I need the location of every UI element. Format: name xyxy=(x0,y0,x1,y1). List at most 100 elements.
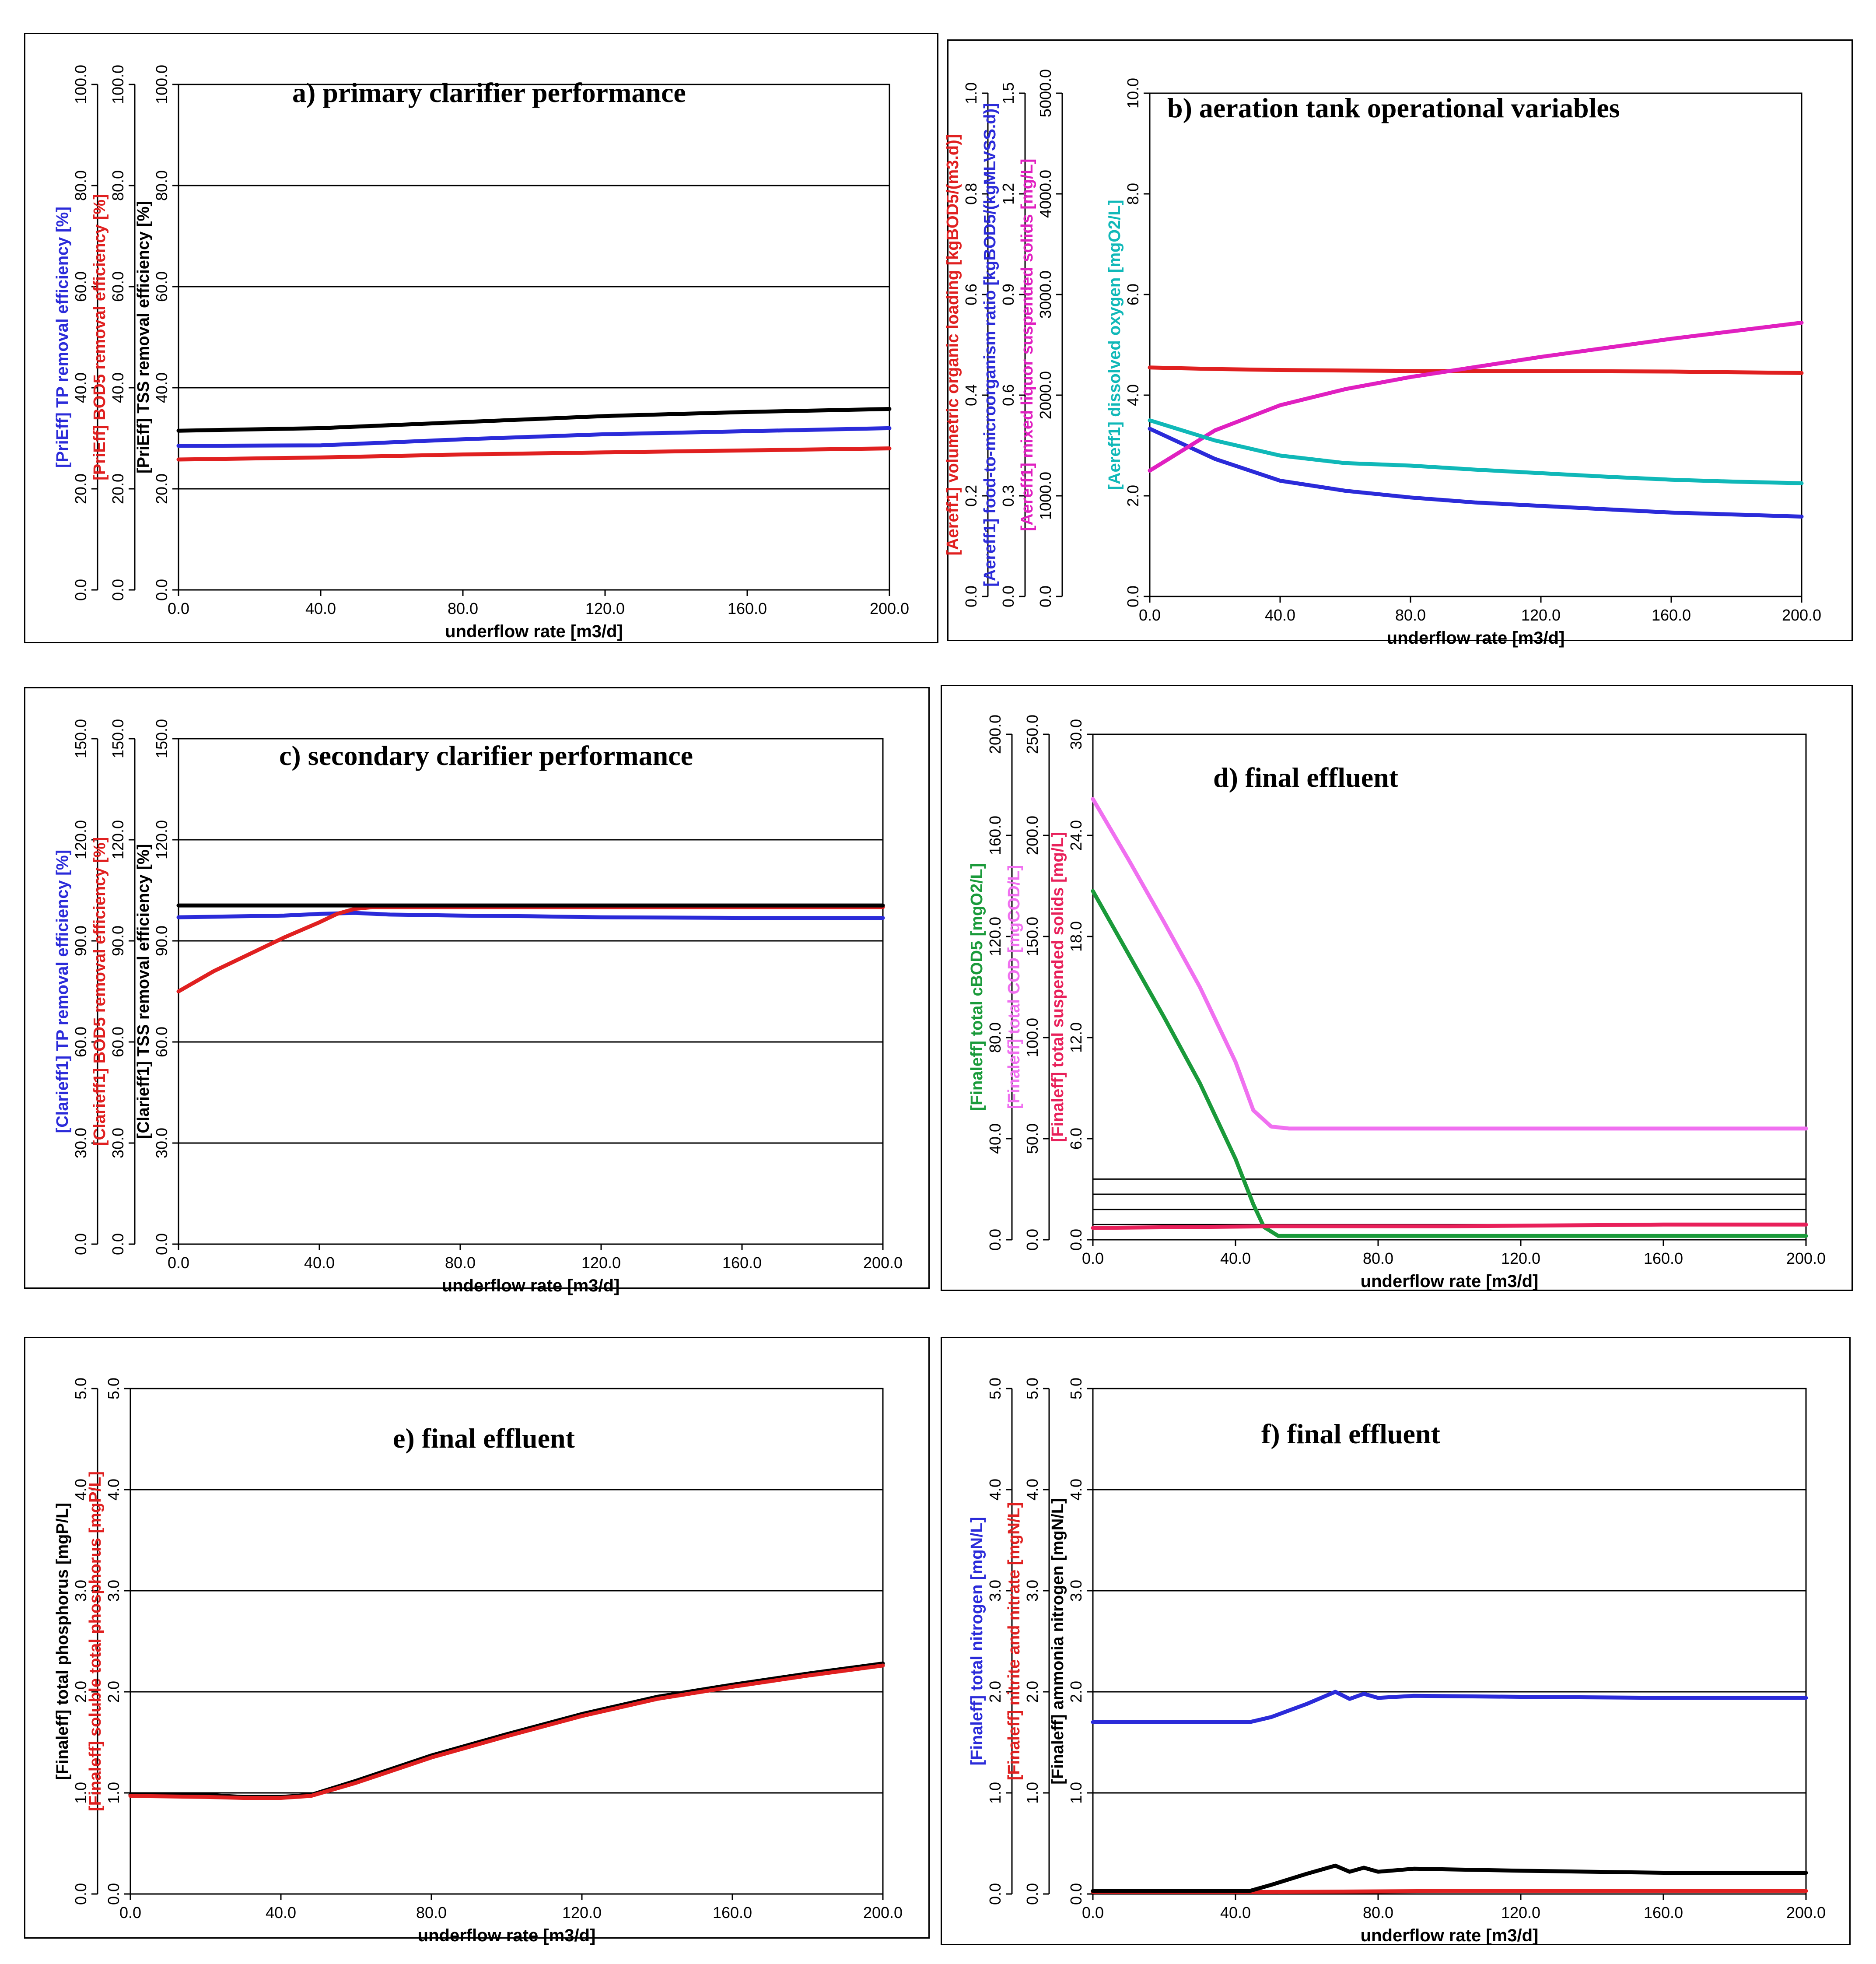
y-tick-label: 60.0 xyxy=(72,271,90,302)
chart-panel-d: 0.0 40.0 80.0 120.0 160.0 200.0 underflow rate… xyxy=(941,685,1853,1291)
data-point xyxy=(430,1756,433,1759)
chart-panel-b: 0.0 40.0 80.0 120.0 160.0 200.0 underflow rate… xyxy=(944,39,1853,648)
data-point xyxy=(1214,439,1216,442)
data-point xyxy=(1092,1890,1094,1893)
data-point xyxy=(1409,375,1412,379)
data-point xyxy=(1800,515,1803,518)
x-tick-label: 0.0 xyxy=(168,600,189,617)
y-tick-label: 1000.0 xyxy=(1036,472,1054,520)
y-tick-label: 60.0 xyxy=(153,1027,171,1057)
data-point xyxy=(1377,1696,1379,1699)
data-point xyxy=(1214,368,1216,371)
x-axis-label: underflow rate [m3/d] xyxy=(445,622,623,641)
data-point xyxy=(283,936,286,939)
chart-panel-f: 0.0 40.0 80.0 120.0 160.0 200.0 underflow rate… xyxy=(941,1337,1851,1945)
x-tick-label: 0.0 xyxy=(1082,1249,1104,1267)
x-tick-label: 0.0 xyxy=(1139,606,1161,624)
data-point xyxy=(1148,419,1151,422)
series-line-3 xyxy=(1091,1863,1808,1893)
y-tick-label: 0.0 xyxy=(72,579,90,601)
x-tick-label: 80.0 xyxy=(1395,606,1426,624)
y-tick-label: 1.0 xyxy=(986,1782,1004,1804)
x-tick-label: 160.0 xyxy=(1652,606,1691,624)
data-point xyxy=(1540,472,1542,475)
chart-svg-a: 0.0 40.0 80.0 120.0 160.0 200.0 underflow rate… xyxy=(53,65,909,641)
data-point xyxy=(1127,953,1130,956)
x-tick-label: 120.0 xyxy=(562,1904,602,1922)
y-tick-label: 5.0 xyxy=(986,1378,1004,1399)
y-tick-label: 3000.0 xyxy=(1036,270,1054,319)
y-tick-label: 90.0 xyxy=(109,926,127,956)
y-tick-label: 20.0 xyxy=(109,473,127,504)
x-tick-label: 200.0 xyxy=(1782,606,1821,624)
data-point xyxy=(1362,1866,1365,1869)
y-axis-label: [Finaleff] total COD [mgCOD/L] xyxy=(1005,865,1023,1109)
data-point xyxy=(888,407,891,410)
data-point xyxy=(177,429,180,432)
data-point xyxy=(1626,1890,1629,1893)
y-tick-label: 0.0 xyxy=(986,1229,1004,1251)
y-axis-label: [PriEff] TP removal efficiency [%] xyxy=(53,207,72,468)
y-tick-label: 1.5 xyxy=(999,82,1017,104)
data-point xyxy=(319,444,322,447)
y-tick-label: 6.0 xyxy=(1124,284,1142,305)
x-tick-label: 80.0 xyxy=(416,1904,447,1922)
data-point xyxy=(1279,404,1281,407)
data-point xyxy=(1800,372,1803,375)
y-tick-label: 0.0 xyxy=(1023,1883,1041,1905)
data-point xyxy=(1148,427,1151,430)
data-point xyxy=(604,433,606,436)
y-tick-label: 2.0 xyxy=(986,1681,1004,1703)
data-point xyxy=(1163,1016,1166,1019)
data-point xyxy=(353,907,356,910)
series-line-3 xyxy=(176,407,892,433)
y-tick-label: 150.0 xyxy=(153,719,171,758)
y-tick-label: 100.0 xyxy=(153,65,171,104)
plot-area xyxy=(1149,92,1802,597)
y-tick-label: 0.0 xyxy=(72,1233,90,1255)
y-tick-label: 0.3 xyxy=(999,485,1017,507)
chart-title: d) final effluent xyxy=(1213,762,1399,793)
y-axis-label: [Aereff1] mixed liquor suspended solids … xyxy=(1018,159,1036,531)
plot-area xyxy=(178,84,890,591)
data-point xyxy=(309,1794,312,1797)
x-axis-label: underflow rate [m3/d] xyxy=(1361,1272,1539,1291)
chart-title: a) primary clarifier performance xyxy=(292,77,686,108)
data-point xyxy=(1334,1864,1337,1867)
y-tick-label: 2.0 xyxy=(1067,1681,1085,1703)
y-axis-label: [Finaleff] nitrite and nitrate [mgN/L] xyxy=(1005,1502,1023,1780)
data-point xyxy=(1344,489,1347,492)
data-point xyxy=(1252,1109,1255,1112)
data-point xyxy=(177,990,180,993)
data-point xyxy=(882,916,884,919)
data-point xyxy=(656,1697,658,1701)
y-tick-label: 0.0 xyxy=(153,1233,171,1255)
y-axis-label: [Aereff1] food-to-microorganism ratio [k… xyxy=(981,103,999,587)
y-tick-label: 2.0 xyxy=(1023,1681,1041,1703)
data-point xyxy=(1448,1225,1451,1228)
data-point xyxy=(1092,1721,1094,1724)
series-line-2 xyxy=(1091,797,1808,1131)
x-tick-label: 120.0 xyxy=(585,600,625,617)
data-point xyxy=(1288,1127,1291,1130)
y-tick-label: 0.0 xyxy=(1067,1229,1085,1251)
x-tick-label: 80.0 xyxy=(1363,1249,1393,1267)
x-tick-label: 0.0 xyxy=(1082,1904,1104,1922)
data-point xyxy=(1448,1127,1451,1130)
y-tick-label: 5.0 xyxy=(1067,1378,1085,1399)
data-point xyxy=(1670,478,1673,481)
data-point xyxy=(462,421,464,424)
y-tick-label: 0.6 xyxy=(962,284,980,305)
y-tick-label: 40.0 xyxy=(986,1123,1004,1154)
data-point xyxy=(1377,1870,1379,1873)
y-tick-label: 160.0 xyxy=(986,816,1004,855)
data-point xyxy=(318,921,321,924)
data-point xyxy=(212,970,215,973)
y-tick-label: 2.0 xyxy=(1124,485,1142,507)
y-tick-label: 1.0 xyxy=(105,1782,122,1804)
data-point xyxy=(705,904,708,907)
data-point xyxy=(204,1796,207,1799)
data-point xyxy=(1306,1127,1308,1130)
data-point xyxy=(1148,469,1151,472)
data-point xyxy=(353,904,356,907)
